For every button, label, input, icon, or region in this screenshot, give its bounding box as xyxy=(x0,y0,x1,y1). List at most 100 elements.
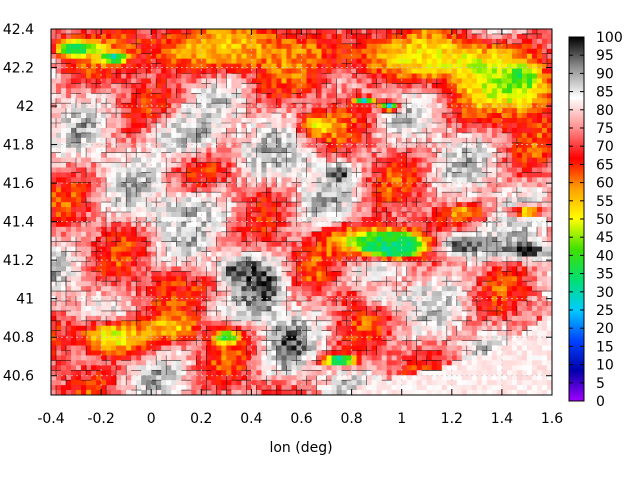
heatmap-cell xyxy=(161,236,167,243)
heatmap-cell xyxy=(466,251,473,258)
heatmap-cell xyxy=(151,53,157,60)
heatmap-cell xyxy=(376,29,383,35)
heatmap-cell xyxy=(196,241,202,248)
heatmap-cell xyxy=(281,182,288,188)
heatmap-cell xyxy=(381,103,388,109)
heatmap-cell xyxy=(401,43,408,50)
heatmap-cell xyxy=(311,33,318,40)
heatmap-cell xyxy=(236,147,242,154)
heatmap-cell xyxy=(126,162,132,169)
heatmap-cell xyxy=(431,88,438,94)
heatmap-cell xyxy=(536,177,543,183)
heatmap-cell xyxy=(231,29,237,35)
heatmap-cell xyxy=(451,103,458,109)
heatmap-cell xyxy=(111,177,117,183)
heatmap-cell xyxy=(121,88,127,94)
heatmap-cell xyxy=(61,167,67,174)
heatmap-cell xyxy=(251,261,258,268)
heatmap-cell xyxy=(336,83,343,89)
heatmap-cell xyxy=(191,88,197,94)
heatmap-cell xyxy=(71,122,77,129)
heatmap-cell xyxy=(231,53,237,60)
heatmap-cell xyxy=(271,202,278,208)
heatmap-cell xyxy=(541,58,548,65)
heatmap-cell xyxy=(76,33,82,40)
heatmap-cell xyxy=(341,68,348,75)
heatmap-cell xyxy=(251,216,258,223)
heatmap-cell xyxy=(541,137,548,144)
heatmap-cell xyxy=(181,197,187,203)
heatmap-cell xyxy=(61,118,67,124)
heatmap-cell xyxy=(296,53,303,60)
heatmap-cell xyxy=(236,108,242,114)
heatmap-cell xyxy=(351,132,358,139)
heatmap-cell xyxy=(436,271,443,277)
heatmap-cell xyxy=(251,122,258,129)
heatmap-cell xyxy=(281,122,288,129)
heatmap-cell xyxy=(441,162,448,169)
heatmap-cell xyxy=(156,212,162,218)
heatmap-cell xyxy=(286,177,293,183)
heatmap-cell xyxy=(396,167,403,174)
heatmap-cell xyxy=(421,157,428,164)
heatmap-cell xyxy=(436,241,443,248)
heatmap-cell xyxy=(466,162,473,169)
heatmap-cell xyxy=(536,216,543,223)
heatmap-cell xyxy=(391,207,398,213)
heatmap-cell xyxy=(411,48,418,55)
heatmap-cell xyxy=(286,271,293,277)
heatmap-cell xyxy=(186,98,192,104)
heatmap-cell xyxy=(186,162,192,169)
heatmap-cell xyxy=(51,221,57,228)
heatmap-cell xyxy=(211,162,217,169)
heatmap-cell xyxy=(491,118,498,124)
heatmap-cell xyxy=(291,202,298,208)
heatmap-cell xyxy=(296,118,303,124)
heatmap-cell xyxy=(466,29,473,35)
heatmap-cell xyxy=(236,177,242,183)
heatmap-cell xyxy=(531,226,538,233)
heatmap-cell xyxy=(311,246,318,253)
heatmap-cell xyxy=(541,73,548,80)
heatmap-cell xyxy=(91,108,97,114)
heatmap-cell xyxy=(71,127,77,134)
heatmap-cell xyxy=(86,221,92,228)
heatmap-cell xyxy=(171,38,177,45)
heatmap-cell xyxy=(486,58,493,65)
heatmap-cell xyxy=(221,29,227,35)
heatmap-cell xyxy=(191,177,197,183)
heatmap-cell xyxy=(241,103,247,109)
heatmap-cell xyxy=(531,48,538,55)
heatmap-cell xyxy=(396,152,403,159)
heatmap-cell xyxy=(171,48,177,55)
heatmap-cell xyxy=(241,58,247,65)
heatmap-cell xyxy=(536,251,543,258)
heatmap-cell xyxy=(191,231,197,238)
heatmap-cell xyxy=(221,216,227,223)
heatmap-cell xyxy=(471,108,478,114)
heatmap-cell xyxy=(166,68,172,75)
heatmap-cell xyxy=(61,78,67,85)
heatmap-cell xyxy=(106,132,112,139)
heatmap-cell xyxy=(416,98,423,104)
heatmap-cell xyxy=(396,266,403,272)
heatmap-cell xyxy=(451,192,458,198)
heatmap-cell xyxy=(421,122,428,129)
heatmap-cell xyxy=(471,48,478,55)
heatmap-cell xyxy=(106,157,112,164)
heatmap-cell xyxy=(81,162,87,169)
heatmap-cell xyxy=(231,137,237,144)
heatmap-cell xyxy=(296,216,303,223)
heatmap-cell xyxy=(406,137,413,144)
heatmap-cell xyxy=(86,157,92,164)
heatmap-cell xyxy=(381,266,388,272)
heatmap-cell xyxy=(366,127,373,134)
heatmap-cell xyxy=(466,48,473,55)
heatmap-cell xyxy=(91,147,97,154)
heatmap-cell xyxy=(56,127,62,134)
heatmap-cell xyxy=(486,127,493,134)
heatmap-cell xyxy=(166,53,172,60)
heatmap-cell xyxy=(181,122,187,129)
heatmap-cell xyxy=(301,103,308,109)
heatmap-cell xyxy=(471,63,478,70)
